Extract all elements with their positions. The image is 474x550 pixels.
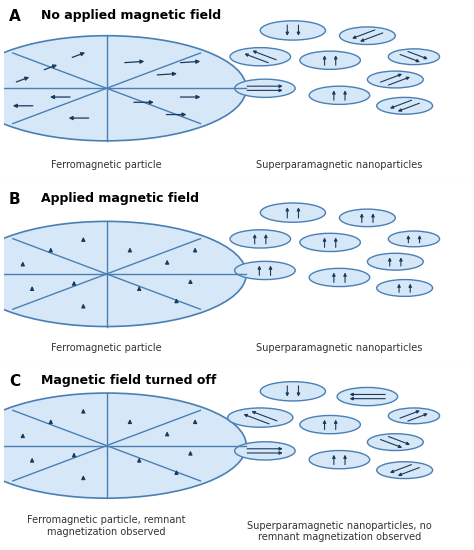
Ellipse shape: [235, 79, 295, 97]
Ellipse shape: [235, 442, 295, 460]
Ellipse shape: [309, 268, 370, 287]
Ellipse shape: [230, 230, 291, 248]
Text: Applied magnetic field: Applied magnetic field: [41, 191, 200, 205]
Text: Ferromagnetic particle, remnant
magnetization observed: Ferromagnetic particle, remnant magnetiz…: [27, 515, 186, 537]
Ellipse shape: [337, 387, 398, 406]
Text: C: C: [9, 374, 20, 389]
Ellipse shape: [260, 382, 326, 401]
Text: B: B: [9, 191, 20, 207]
Text: Superparamagnetic nanoparticles: Superparamagnetic nanoparticles: [256, 343, 423, 353]
Ellipse shape: [339, 27, 395, 45]
Text: Ferromagnetic particle: Ferromagnetic particle: [51, 161, 162, 170]
Circle shape: [0, 222, 246, 327]
Ellipse shape: [388, 408, 439, 424]
Ellipse shape: [260, 21, 326, 40]
Ellipse shape: [300, 51, 360, 69]
Ellipse shape: [377, 97, 433, 114]
Text: A: A: [9, 9, 20, 24]
Ellipse shape: [300, 415, 360, 434]
Ellipse shape: [388, 231, 439, 247]
Ellipse shape: [235, 261, 295, 279]
Ellipse shape: [309, 450, 370, 469]
Ellipse shape: [228, 408, 293, 427]
Circle shape: [0, 36, 246, 141]
Ellipse shape: [260, 203, 326, 222]
Ellipse shape: [388, 49, 439, 64]
Ellipse shape: [230, 48, 291, 66]
Ellipse shape: [377, 462, 433, 478]
Ellipse shape: [339, 209, 395, 227]
Ellipse shape: [377, 279, 433, 296]
Text: Superparamagnetic nanoparticles: Superparamagnetic nanoparticles: [256, 161, 423, 170]
Text: Magnetic field turned off: Magnetic field turned off: [41, 374, 217, 387]
Ellipse shape: [367, 254, 423, 270]
Circle shape: [0, 393, 246, 498]
Ellipse shape: [367, 71, 423, 88]
Text: No applied magnetic field: No applied magnetic field: [41, 9, 221, 23]
Ellipse shape: [300, 233, 360, 251]
Text: Ferromagnetic particle: Ferromagnetic particle: [51, 343, 162, 353]
Ellipse shape: [309, 86, 370, 104]
Ellipse shape: [367, 434, 423, 450]
Text: Superparamagnetic nanoparticles, no
remnant magnetization observed: Superparamagnetic nanoparticles, no remn…: [247, 521, 432, 542]
